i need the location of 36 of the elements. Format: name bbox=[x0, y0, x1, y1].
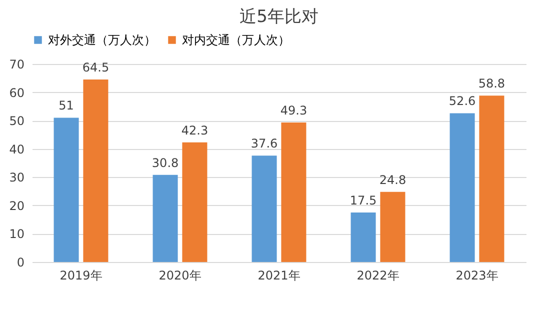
bar bbox=[83, 80, 108, 262]
data-label: 24.8 bbox=[379, 172, 406, 187]
y-tick-label: 60 bbox=[9, 86, 24, 100]
data-label: 49.3 bbox=[280, 104, 308, 118]
x-tick-label: 2021年 bbox=[258, 268, 300, 282]
bar bbox=[479, 96, 504, 262]
y-tick-label: 50 bbox=[9, 114, 24, 128]
bar bbox=[252, 156, 277, 262]
chart-title: 近5年比对 bbox=[240, 7, 318, 27]
x-tick-label: 2019年 bbox=[60, 268, 102, 282]
data-label: 58.8 bbox=[478, 76, 506, 91]
legend-label: 对外交通（万人次） bbox=[48, 33, 156, 47]
bar bbox=[350, 212, 376, 262]
y-tick-label: 40 bbox=[9, 142, 24, 156]
y-tick-label: 30 bbox=[9, 170, 24, 185]
y-tick-label: 0 bbox=[16, 256, 24, 270]
data-label: 64.5 bbox=[82, 60, 110, 75]
bar bbox=[152, 174, 178, 262]
bar bbox=[281, 122, 306, 262]
data-label: 42.3 bbox=[181, 123, 208, 138]
data-label: 52.6 bbox=[448, 94, 476, 108]
x-tick-label: 2022年 bbox=[356, 268, 400, 282]
x-tick-label: 2023年 bbox=[456, 268, 498, 282]
bar bbox=[182, 142, 208, 262]
data-label: 30.8 bbox=[152, 156, 179, 170]
data-label: 17.5 bbox=[350, 194, 377, 208]
data-label: 37.6 bbox=[250, 136, 278, 151]
bar bbox=[380, 192, 406, 262]
y-tick-label: 10 bbox=[9, 227, 24, 242]
bar bbox=[450, 113, 475, 262]
x-tick-label: 2020年 bbox=[158, 268, 202, 282]
data-label: 51 bbox=[58, 98, 74, 113]
y-tick-label: 70 bbox=[9, 58, 24, 72]
bar bbox=[54, 118, 79, 262]
legend-label: 对内交通（万人次） bbox=[182, 33, 290, 47]
y-tick-label: 20 bbox=[9, 198, 24, 213]
